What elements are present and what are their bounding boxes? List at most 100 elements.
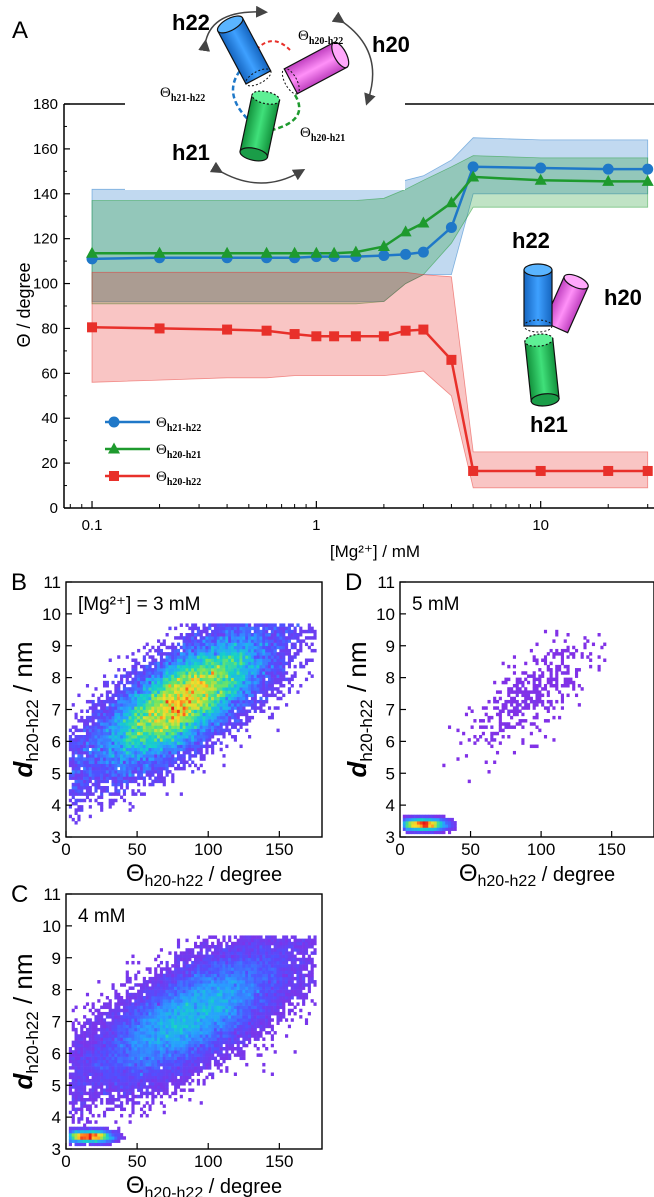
heatmap-cell	[83, 1069, 87, 1073]
heatmap-cell	[137, 1024, 141, 1029]
heatmap-cell	[74, 741, 78, 745]
heatmap-cell	[176, 754, 181, 758]
heatmap-cell	[196, 703, 200, 707]
heatmap-cell	[225, 680, 229, 685]
heatmap-cell	[302, 639, 306, 643]
heatmap-cell	[85, 1043, 90, 1048]
heatmap-cell	[188, 763, 192, 768]
heatmap-cell	[262, 645, 266, 650]
heatmap-cell	[139, 760, 144, 764]
heatmap-cell	[102, 1091, 107, 1096]
heatmap-cell	[273, 674, 277, 678]
heatmap-cell	[202, 725, 206, 729]
heatmap-cell	[273, 642, 277, 647]
heatmap-cell	[279, 1011, 283, 1016]
heatmap-cell	[80, 808, 84, 812]
heatmap-cell	[239, 706, 243, 710]
y-tick-label: 40	[41, 410, 58, 427]
heatmap-cell	[91, 728, 95, 733]
heatmap-cell	[157, 1011, 161, 1016]
heatmap-cell	[114, 735, 118, 739]
heatmap-cell	[279, 1015, 283, 1019]
heatmap-cell	[128, 744, 132, 749]
heatmap-cell	[188, 664, 192, 669]
heatmap-cell	[148, 1034, 152, 1038]
heatmap-cell	[219, 1034, 223, 1038]
heatmap-cell	[168, 1059, 172, 1064]
heatmap-cell	[80, 1069, 84, 1073]
heatmap-cell	[208, 652, 212, 656]
heatmap-cell	[71, 1072, 75, 1076]
heatmap-cell	[128, 747, 132, 752]
heatmap-cell	[131, 731, 135, 736]
point-h20-h22	[350, 331, 361, 342]
heatmap-cell	[179, 1075, 183, 1080]
heatmap-cell	[80, 744, 84, 749]
heatmap-cell	[185, 1072, 189, 1076]
heatmap-cell	[196, 658, 200, 662]
heatmap-cell	[256, 1005, 260, 1010]
heatmap-cell	[176, 741, 181, 745]
heatmap-cell	[262, 642, 266, 647]
heatmap-cell	[168, 728, 172, 733]
heatmap-cell	[168, 1027, 172, 1032]
heatmap-cell	[185, 1050, 189, 1054]
heatmap-cell	[259, 636, 263, 640]
heatmap-cell	[100, 801, 104, 806]
heatmap-cell	[105, 789, 109, 793]
heatmap-cell	[185, 648, 189, 653]
heatmap-cell	[114, 1027, 118, 1032]
heatmap-cell	[108, 1075, 112, 1080]
heatmap-cell	[139, 747, 144, 752]
heatmap-cell	[279, 690, 283, 694]
heatmap-cell	[157, 661, 161, 666]
heatmap-cell	[151, 699, 155, 704]
heatmap-cell	[182, 1037, 186, 1041]
heatmap-cell	[245, 623, 249, 627]
heatmap-cell	[162, 735, 166, 739]
heatmap-cell	[239, 1021, 243, 1025]
heatmap-cell	[225, 648, 229, 653]
heatmap-cell	[233, 1021, 237, 1025]
heatmap-cell	[77, 1078, 81, 1083]
heatmap-cell	[185, 633, 189, 637]
heatmap-cell	[208, 636, 212, 640]
heatmap-cell	[97, 719, 101, 723]
heatmap-cell	[85, 741, 90, 745]
heatmap-cell	[88, 1031, 92, 1035]
heatmap-cell	[145, 1078, 149, 1083]
heatmap-cell	[105, 680, 109, 685]
heatmap-cell	[80, 715, 84, 720]
heatmap-cell	[125, 703, 129, 707]
heatmap-cell	[208, 661, 212, 666]
heatmap-cell	[68, 1110, 72, 1115]
heatmap-cell	[290, 655, 294, 659]
heatmap-cell	[162, 992, 166, 997]
y-tick-label: 3	[52, 828, 61, 847]
heatmap-cell	[216, 719, 220, 723]
heatmap-cell	[236, 1053, 240, 1057]
heatmap-cell	[122, 773, 127, 777]
heatmap-cell	[159, 1034, 164, 1038]
heatmap-cell	[216, 715, 220, 720]
heatmap-cell	[213, 709, 218, 713]
heatmap-cell	[230, 706, 235, 710]
heatmap-cell	[128, 703, 132, 707]
top-helix-schematic: h22 h20 h21 Θh20-h22 Θh21-h22 Θh20-h21	[125, 0, 410, 190]
heatmap-cell	[154, 712, 158, 717]
heatmap-cell	[157, 1053, 161, 1057]
heatmap-cell	[196, 766, 200, 771]
heatmap-cell	[213, 633, 218, 637]
heatmap-cell	[154, 747, 158, 752]
heatmap-cell	[157, 722, 161, 726]
heatmap-cell	[176, 747, 181, 752]
heatmap-cell	[114, 1031, 118, 1035]
heatmap-cell	[267, 645, 272, 650]
heatmap-cell	[159, 668, 164, 672]
heatmap-cell	[171, 664, 175, 669]
heatmap-cell	[225, 1056, 229, 1061]
heatmap-cell	[202, 1050, 206, 1054]
heatmap-cell	[250, 680, 255, 685]
heatmap-cell	[145, 1034, 149, 1038]
